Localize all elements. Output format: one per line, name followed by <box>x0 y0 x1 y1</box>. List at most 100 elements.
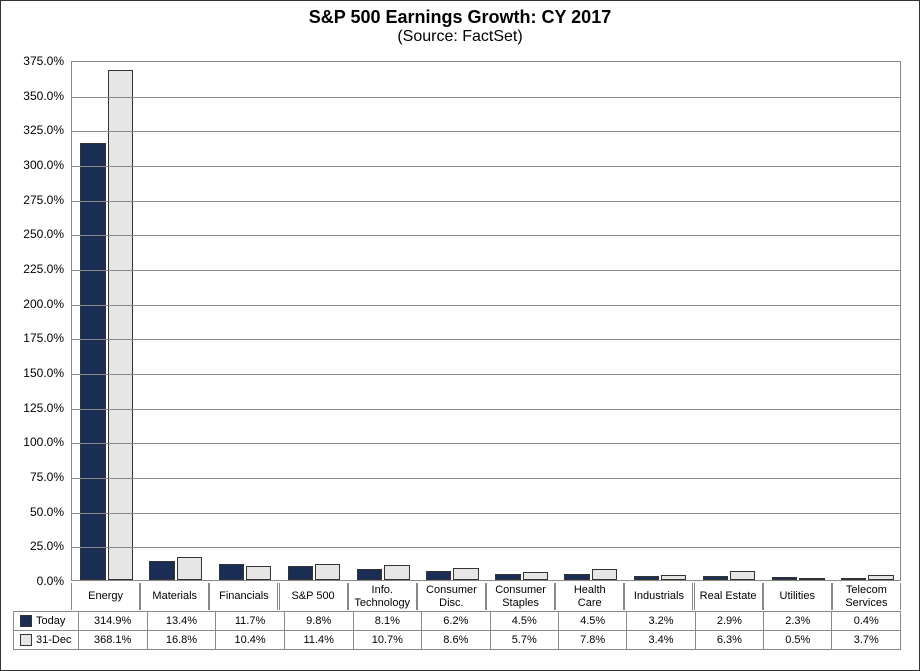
bar-today <box>564 574 589 580</box>
y-tick-label: 300.0% <box>9 158 64 172</box>
bar-31-dec <box>868 575 893 580</box>
bar-31-dec <box>661 575 686 580</box>
y-tick-label: 275.0% <box>9 193 64 207</box>
table-cell: 9.8% <box>284 612 353 631</box>
y-tick-label: 0.0% <box>9 574 64 588</box>
y-tick-label: 25.0% <box>9 539 64 553</box>
bar-31-dec <box>246 566 271 580</box>
table-row: 31-Dec 368.1%16.8%10.4%11.4%10.7%8.6%5.7%… <box>14 631 901 650</box>
y-tick-label: 325.0% <box>9 123 64 137</box>
x-category-label: ConsumerStaples <box>486 583 555 610</box>
y-tick-label: 150.0% <box>9 366 64 380</box>
bar-31-dec <box>453 568 478 580</box>
gridline <box>72 409 900 410</box>
x-category-label: HealthCare <box>555 583 624 610</box>
gridline <box>72 201 900 202</box>
bar-31-dec <box>523 572 548 580</box>
x-category-label: TelecomServices <box>832 583 901 610</box>
x-axis-labels: EnergyMaterialsFinancialsS&P 500Info.Tec… <box>71 583 901 613</box>
table-cell: 6.2% <box>422 612 490 631</box>
table-cell: 0.4% <box>832 612 901 631</box>
table-cell: 3.7% <box>832 631 901 650</box>
legend-cell: Today <box>14 612 79 631</box>
y-tick-label: 125.0% <box>9 401 64 415</box>
gridline <box>72 443 900 444</box>
table-cell: 3.2% <box>627 612 695 631</box>
data-table: Today314.9%13.4%11.7%9.8%8.1%6.2%4.5%4.5… <box>13 611 901 650</box>
legend-swatch <box>20 634 32 646</box>
x-category-label: Financials <box>209 583 278 610</box>
table-cell: 6.3% <box>695 631 763 650</box>
bar-31-dec <box>384 565 409 580</box>
table-cell: 7.8% <box>558 631 626 650</box>
table-cell: 2.9% <box>695 612 763 631</box>
x-category-label: Materials <box>140 583 209 610</box>
table-cell: 10.4% <box>216 631 285 650</box>
gridline <box>72 235 900 236</box>
y-tick-label: 250.0% <box>9 227 64 241</box>
legend-cell: 31-Dec <box>14 631 79 650</box>
bar-today <box>149 561 174 580</box>
table-cell: 314.9% <box>78 612 147 631</box>
gridline <box>72 270 900 271</box>
chart-container: S&P 500 Earnings Growth: CY 2017 (Source… <box>0 0 920 671</box>
y-tick-label: 225.0% <box>9 262 64 276</box>
bar-today <box>841 578 866 580</box>
title-block: S&P 500 Earnings Growth: CY 2017 (Source… <box>1 1 919 46</box>
x-category-label: Industrials <box>624 583 693 610</box>
table-cell: 4.5% <box>490 612 558 631</box>
gridline <box>72 547 900 548</box>
x-category-label: Real Estate <box>694 583 763 610</box>
y-tick-label: 50.0% <box>9 505 64 519</box>
y-tick-label: 200.0% <box>9 297 64 311</box>
gridline <box>72 513 900 514</box>
bar-today <box>495 574 520 580</box>
table-row: Today314.9%13.4%11.7%9.8%8.1%6.2%4.5%4.5… <box>14 612 901 631</box>
table-cell: 8.6% <box>422 631 490 650</box>
y-tick-label: 375.0% <box>9 54 64 68</box>
table-cell: 11.7% <box>216 612 285 631</box>
bar-today <box>288 566 313 580</box>
chart-title: S&P 500 Earnings Growth: CY 2017 <box>1 7 919 28</box>
table-cell: 11.4% <box>284 631 353 650</box>
bar-31-dec <box>730 571 755 580</box>
bar-31-dec <box>592 569 617 580</box>
gridline <box>72 131 900 132</box>
bar-31-dec <box>799 578 824 580</box>
x-category-label: ConsumerDisc. <box>417 583 486 610</box>
bar-today <box>772 577 797 580</box>
y-tick-label: 350.0% <box>9 89 64 103</box>
table-cell: 16.8% <box>147 631 216 650</box>
table-cell: 3.4% <box>627 631 695 650</box>
bar-31-dec <box>108 70 133 580</box>
gridline <box>72 305 900 306</box>
gridline <box>72 97 900 98</box>
x-category-label: Utilities <box>763 583 832 610</box>
bar-31-dec <box>315 564 340 580</box>
table-cell: 13.4% <box>147 612 216 631</box>
bars-layer <box>72 62 900 580</box>
x-category-label: Energy <box>71 583 140 610</box>
table-cell: 0.5% <box>764 631 832 650</box>
table-cell: 5.7% <box>490 631 558 650</box>
bar-today <box>219 564 244 580</box>
gridline <box>72 339 900 340</box>
plot-area <box>71 61 901 581</box>
legend-label: 31-Dec <box>36 634 71 646</box>
table-cell: 368.1% <box>78 631 147 650</box>
table-cell: 10.7% <box>353 631 422 650</box>
y-tick-label: 175.0% <box>9 331 64 345</box>
bar-today <box>357 569 382 580</box>
bar-today <box>80 143 105 580</box>
bar-today <box>426 571 451 580</box>
x-category-label: Info.Technology <box>348 583 417 610</box>
gridline <box>72 478 900 479</box>
y-tick-label: 75.0% <box>9 470 64 484</box>
bar-today <box>703 576 728 580</box>
table-cell: 8.1% <box>353 612 422 631</box>
gridline <box>72 374 900 375</box>
table-cell: 4.5% <box>558 612 626 631</box>
chart-subtitle: (Source: FactSet) <box>1 28 919 46</box>
legend-label: Today <box>36 615 65 627</box>
bar-31-dec <box>177 557 202 580</box>
